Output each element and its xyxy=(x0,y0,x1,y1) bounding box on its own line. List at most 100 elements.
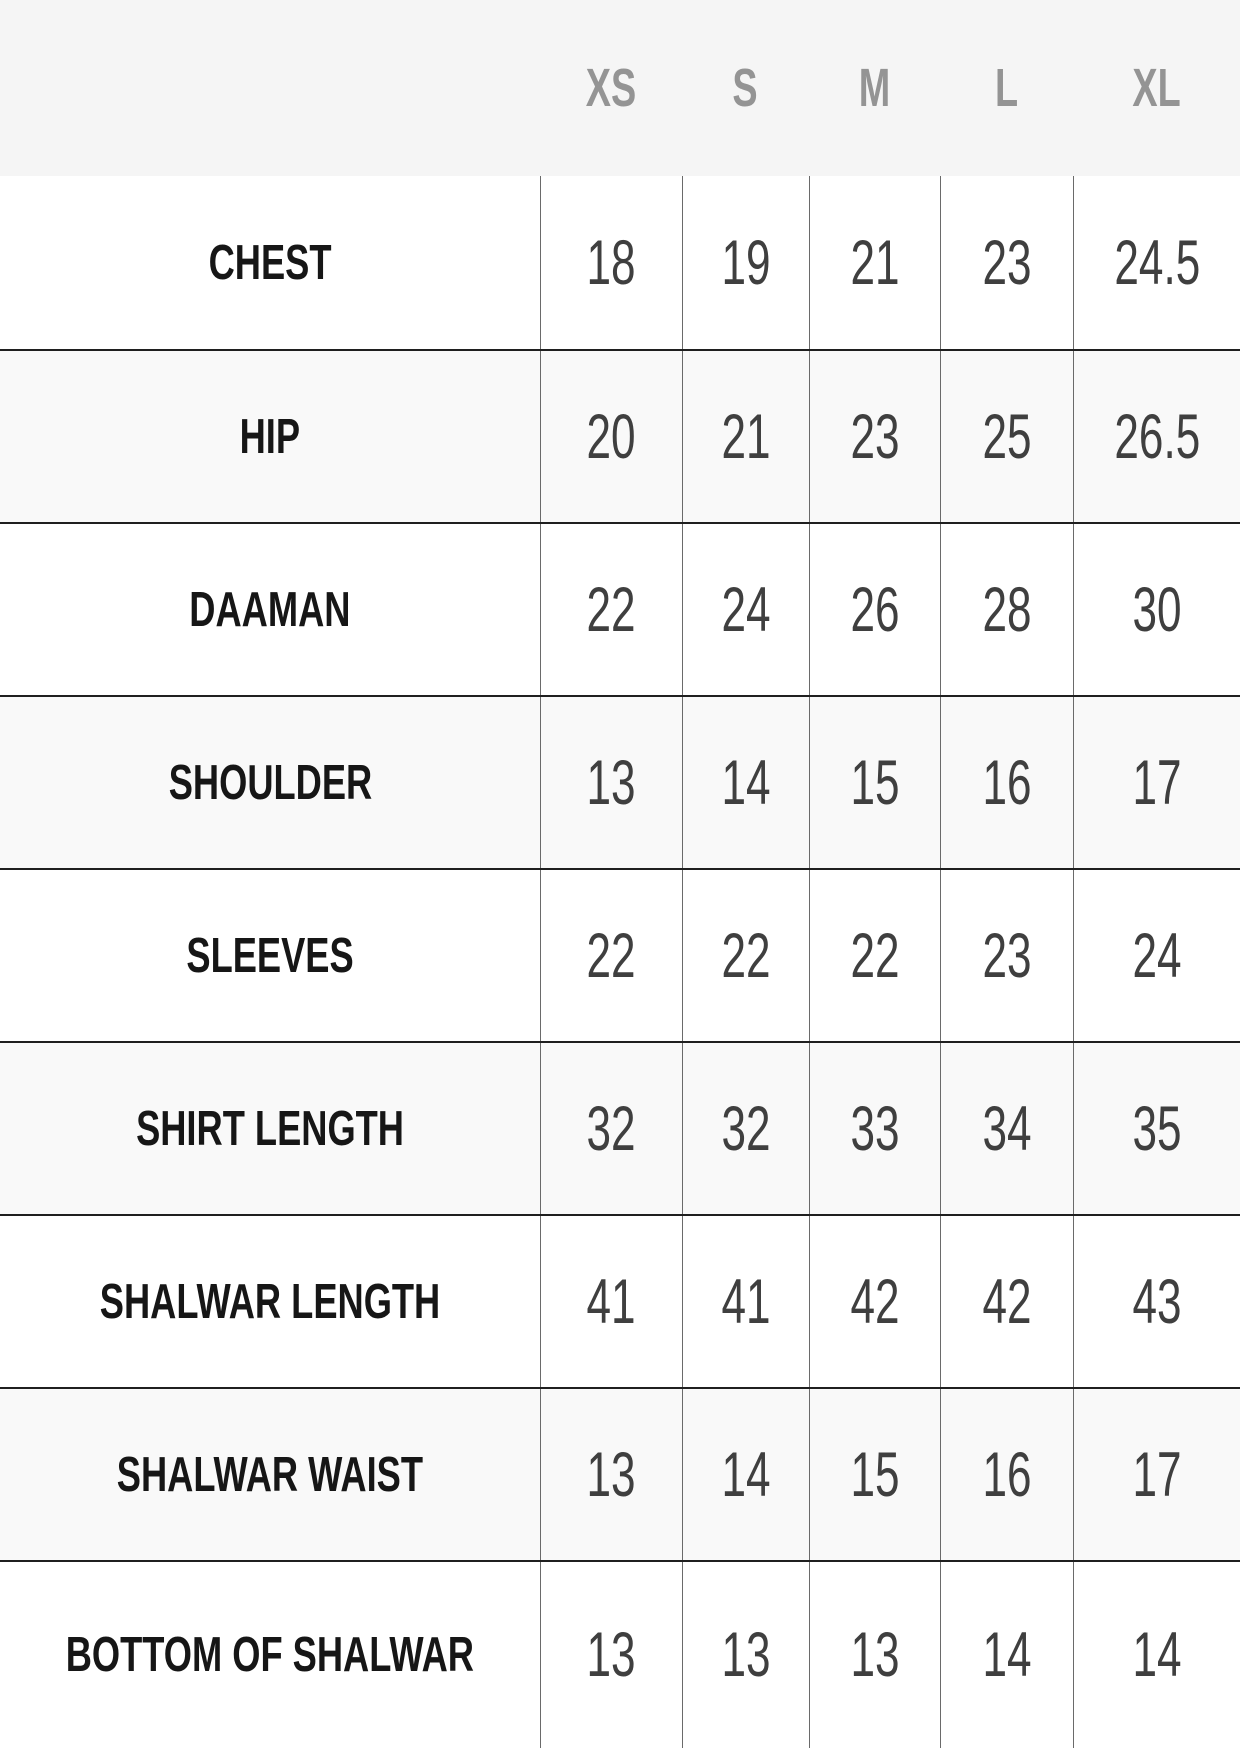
value-cell-xs: 22 xyxy=(540,524,682,695)
table-row-shalwar-waist: SHALWAR WAIST 13 14 15 16 17 xyxy=(0,1387,1240,1560)
cell-value: 17 xyxy=(1132,1439,1182,1510)
cell-value: 20 xyxy=(586,401,637,472)
size-header-xl: XL xyxy=(1132,58,1181,118)
table-row-shoulder: SHOULDER 13 14 15 16 17 xyxy=(0,695,1240,868)
size-header-xs: XS xyxy=(585,58,637,118)
label-cell: SHOULDER xyxy=(0,697,540,868)
row-label: SHOULDER xyxy=(168,755,372,810)
cell-value: 14 xyxy=(982,1620,1032,1690)
value-cell-s: 24 xyxy=(682,524,809,695)
label-cell: HIP xyxy=(0,351,540,522)
table-row-daaman: DAAMAN 22 24 26 28 30 xyxy=(0,522,1240,695)
cell-value: 24.5 xyxy=(1114,227,1200,298)
cell-value: 24 xyxy=(721,574,771,645)
header-cell-m: M xyxy=(809,0,940,176)
value-cell-s: 13 xyxy=(682,1562,809,1748)
cell-value: 22 xyxy=(850,920,900,991)
cell-value: 32 xyxy=(586,1093,637,1164)
label-cell: CHEST xyxy=(0,176,540,349)
cell-value: 14 xyxy=(1132,1620,1182,1690)
value-cell-m: 21 xyxy=(809,176,940,349)
label-cell: BOTTOM OF SHALWAR xyxy=(0,1562,540,1748)
cell-value: 25 xyxy=(982,401,1032,472)
cell-value: 32 xyxy=(721,1093,771,1164)
cell-value: 30 xyxy=(1132,574,1182,645)
size-header-s: S xyxy=(732,58,759,118)
cell-value: 15 xyxy=(850,1439,900,1510)
size-header-row: XS S M L XL xyxy=(0,0,1240,176)
cell-value: 42 xyxy=(982,1266,1032,1337)
value-cell-l: 28 xyxy=(940,524,1073,695)
label-cell: SHALWAR WAIST xyxy=(0,1389,540,1560)
cell-value: 33 xyxy=(850,1093,900,1164)
value-cell-xs: 13 xyxy=(540,1389,682,1560)
cell-value: 23 xyxy=(982,920,1032,991)
header-cell-l: L xyxy=(940,0,1073,176)
cell-value: 22 xyxy=(721,920,771,991)
value-cell-xs: 32 xyxy=(540,1043,682,1214)
value-cell-s: 14 xyxy=(682,1389,809,1560)
value-cell-xl: 17 xyxy=(1073,1389,1240,1560)
value-cell-m: 42 xyxy=(809,1216,940,1387)
value-cell-xs: 18 xyxy=(540,176,682,349)
cell-value: 41 xyxy=(721,1266,771,1337)
cell-value: 41 xyxy=(586,1266,637,1337)
value-cell-m: 33 xyxy=(809,1043,940,1214)
value-cell-l: 16 xyxy=(940,1389,1073,1560)
value-cell-xl: 24 xyxy=(1073,870,1240,1041)
value-cell-m: 23 xyxy=(809,351,940,522)
row-label: CHEST xyxy=(208,235,332,290)
row-label: DAAMAN xyxy=(189,582,351,637)
value-cell-xl: 26.5 xyxy=(1073,351,1240,522)
cell-value: 21 xyxy=(850,227,900,298)
value-cell-s: 22 xyxy=(682,870,809,1041)
value-cell-l: 14 xyxy=(940,1562,1073,1748)
table-row-hip: HIP 20 21 23 25 26.5 xyxy=(0,349,1240,522)
row-label: SLEEVES xyxy=(186,928,354,983)
table-row-chest: CHEST 18 19 21 23 24.5 xyxy=(0,176,1240,349)
label-cell: DAAMAN xyxy=(0,524,540,695)
size-header-m: M xyxy=(858,58,891,118)
row-label: SHALWAR LENGTH xyxy=(99,1274,441,1329)
header-spacer-cell xyxy=(0,0,540,176)
table-row-shirt-length: SHIRT LENGTH 32 32 33 34 35 xyxy=(0,1041,1240,1214)
value-cell-s: 32 xyxy=(682,1043,809,1214)
cell-value: 14 xyxy=(721,1439,771,1510)
cell-value: 17 xyxy=(1132,747,1182,818)
cell-value: 22 xyxy=(586,920,637,991)
value-cell-s: 19 xyxy=(682,176,809,349)
cell-value: 26 xyxy=(850,574,900,645)
cell-value: 22 xyxy=(586,574,637,645)
cell-value: 13 xyxy=(850,1620,900,1690)
value-cell-m: 13 xyxy=(809,1562,940,1748)
cell-value: 13 xyxy=(586,1620,637,1690)
value-cell-l: 25 xyxy=(940,351,1073,522)
header-cell-xs: XS xyxy=(540,0,682,176)
cell-value: 18 xyxy=(586,227,637,298)
row-label: HIP xyxy=(239,409,301,464)
cell-value: 13 xyxy=(721,1620,771,1690)
cell-value: 42 xyxy=(850,1266,900,1337)
cell-value: 28 xyxy=(982,574,1032,645)
row-label: SHALWAR WAIST xyxy=(116,1447,424,1502)
value-cell-xs: 20 xyxy=(540,351,682,522)
value-cell-xl: 43 xyxy=(1073,1216,1240,1387)
cell-value: 35 xyxy=(1132,1093,1182,1164)
value-cell-s: 41 xyxy=(682,1216,809,1387)
cell-value: 15 xyxy=(850,747,900,818)
cell-value: 34 xyxy=(982,1093,1032,1164)
cell-value: 21 xyxy=(721,401,771,472)
value-cell-m: 26 xyxy=(809,524,940,695)
cell-value: 26.5 xyxy=(1114,401,1200,472)
value-cell-xl: 24.5 xyxy=(1073,176,1240,349)
value-cell-xl: 35 xyxy=(1073,1043,1240,1214)
value-cell-xs: 13 xyxy=(540,697,682,868)
cell-value: 16 xyxy=(982,1439,1032,1510)
value-cell-l: 16 xyxy=(940,697,1073,868)
cell-value: 13 xyxy=(586,1439,637,1510)
value-cell-m: 22 xyxy=(809,870,940,1041)
value-cell-m: 15 xyxy=(809,697,940,868)
cell-value: 43 xyxy=(1132,1266,1182,1337)
cell-value: 14 xyxy=(721,747,771,818)
cell-value: 16 xyxy=(982,747,1032,818)
